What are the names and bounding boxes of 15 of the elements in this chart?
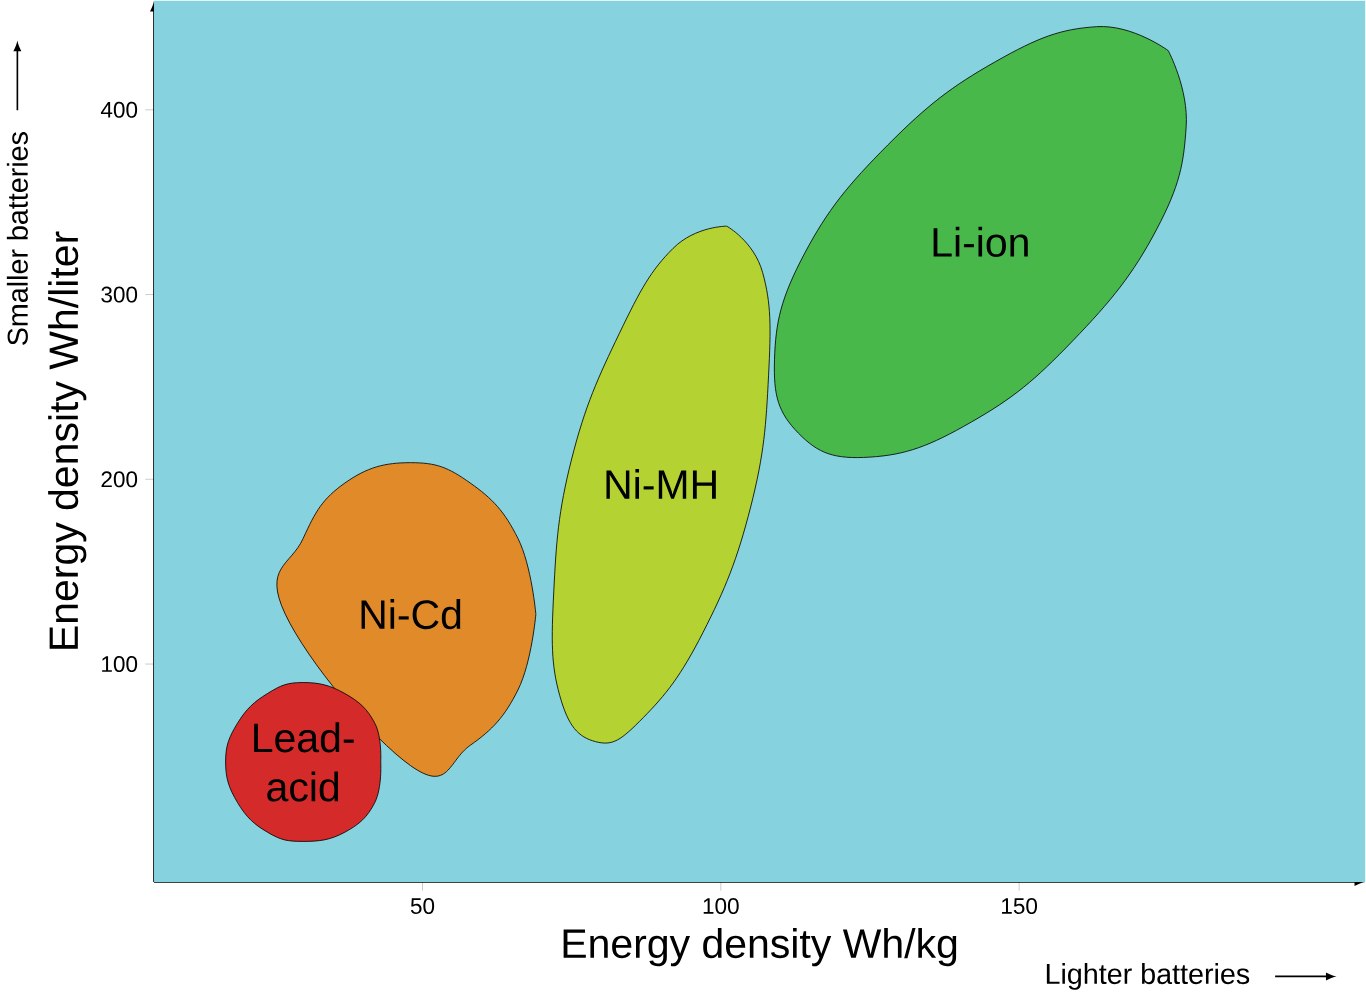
x-tick-label: 150 [1002, 898, 1038, 915]
y-tick-label: 300 [101, 286, 138, 303]
series-label: Li-ion [933, 227, 1028, 258]
x-tick-label: 100 [703, 898, 739, 915]
text: Smaller batteries [6, 132, 28, 346]
y-tick-label: 100 [102, 656, 138, 673]
y-tick-label: 200 [101, 471, 138, 488]
series-label: Ni-Cd [361, 599, 461, 630]
series-label: Ni-MH [606, 469, 716, 499]
series-label: Lead-acid [254, 722, 354, 802]
text: Lighter batteries [1046, 963, 1250, 990]
x-axis-title: Energy density Wh/kg [563, 928, 957, 967]
x-tick-label: 50 [410, 898, 435, 915]
y-axis-title: Energy density Wh/liter [48, 231, 87, 649]
y-tick-label: 400 [100, 102, 138, 118]
